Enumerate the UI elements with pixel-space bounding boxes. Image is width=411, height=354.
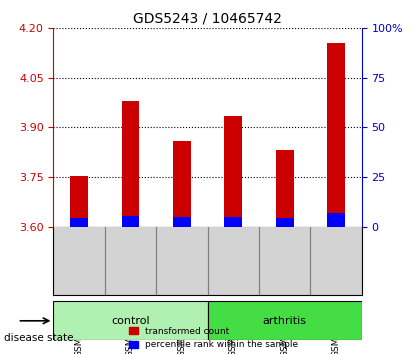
FancyBboxPatch shape <box>208 301 362 340</box>
Bar <box>122 216 139 227</box>
Bar <box>224 116 242 227</box>
Bar <box>327 213 345 227</box>
Text: arthritis: arthritis <box>263 316 307 326</box>
Bar <box>70 218 88 227</box>
FancyBboxPatch shape <box>53 301 208 340</box>
Bar <box>70 176 88 227</box>
Bar <box>173 217 191 227</box>
Bar <box>276 150 293 227</box>
Text: disease state: disease state <box>4 333 74 343</box>
Bar <box>224 217 242 227</box>
Text: control: control <box>111 316 150 326</box>
Legend: transformed count, percentile rank within the sample: transformed count, percentile rank withi… <box>125 323 302 353</box>
Bar <box>276 218 293 227</box>
Bar <box>122 101 139 227</box>
Title: GDS5243 / 10465742: GDS5243 / 10465742 <box>133 12 282 26</box>
Bar <box>173 141 191 227</box>
Bar <box>327 43 345 227</box>
